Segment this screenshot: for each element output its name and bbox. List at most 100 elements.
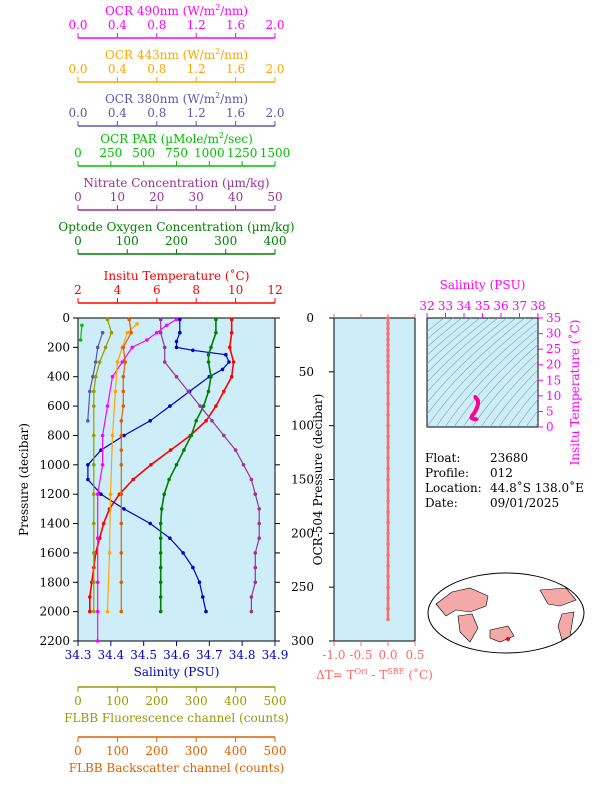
backscatter-tick-label: 100 — [106, 744, 129, 758]
backscatter-tick-label: 300 — [185, 744, 208, 758]
backscatter-point — [119, 521, 124, 526]
delta-t-point — [386, 391, 390, 396]
pressure-tick-label: 2000 — [39, 605, 70, 619]
fluorescence-point — [97, 360, 102, 364]
backscatter-tick-label: 400 — [224, 744, 247, 758]
oxygen-point — [201, 404, 206, 408]
backscatter-point — [121, 404, 126, 408]
fluorescence-tick-label: 400 — [224, 694, 247, 708]
ocr443-point — [113, 389, 118, 394]
delta-t-label-post: (˚C) — [405, 667, 433, 682]
fluorescence-tick-label: 500 — [264, 694, 287, 708]
ocr490-tick-label: 0.0 — [68, 18, 87, 32]
delta-t-tick-label: 0.0 — [378, 648, 397, 662]
ocr380-point — [100, 330, 105, 335]
temperature-point — [229, 330, 234, 335]
profile-series-layer — [78, 317, 262, 643]
delta-t-axes-layer: 0 50 100 150 200 250 300 -1.0 -0.5 0.0 0.5 — [291, 311, 424, 662]
ocr-pressure-tick-label: 150 — [291, 473, 314, 487]
salinity-point — [178, 330, 182, 335]
backscatter-point — [121, 374, 126, 379]
par-point — [80, 323, 84, 328]
backscatter-point — [119, 551, 124, 555]
nitrate-point — [257, 536, 262, 540]
fluorescence-tick-label: 0 — [74, 694, 82, 708]
density-contour — [453, 336, 538, 427]
location-label: Location: — [425, 481, 482, 495]
ocr490-axis-label-sup: 2 — [215, 3, 220, 12]
temperature-tick-label: 10 — [228, 283, 243, 297]
oxygen-point — [158, 521, 163, 526]
ts-point — [476, 402, 480, 406]
fluorescence-point — [92, 609, 96, 614]
ocr380-tick-label: 0.8 — [147, 106, 166, 120]
backscatter-point — [119, 448, 124, 452]
delta-t-point — [386, 617, 390, 622]
salinity-point — [227, 360, 231, 364]
map-land-eurasia — [435, 587, 489, 617]
density-contour — [516, 398, 538, 427]
backscatter-point — [119, 492, 124, 497]
oxygen-point — [158, 551, 163, 555]
delta-t-axis-label: ΔT= TOri - TSBE (˚C) — [316, 667, 433, 682]
fluorescence-point — [92, 521, 96, 526]
fluorescence-point — [105, 317, 110, 322]
density-contour — [534, 422, 538, 427]
salinity-point — [224, 352, 228, 357]
fluorescence-point — [103, 345, 108, 350]
density-contour — [427, 318, 490, 374]
profile-axes-layer: 0200400600800100012001400160018002000220… — [39, 3, 294, 775]
temperature-tick-label: 2 — [74, 283, 82, 297]
delta-t-point — [386, 456, 390, 460]
temperature-point — [131, 477, 135, 482]
fluorescence-point — [92, 433, 96, 438]
delta-t-point — [386, 353, 390, 358]
map-land-north-america — [539, 587, 577, 607]
ocr380-point — [86, 419, 90, 423]
ts-temperature-tick-label: 35 — [546, 311, 561, 325]
delta-t-point — [386, 531, 390, 536]
pressure-tick-label: 1800 — [39, 575, 70, 589]
salinity-point — [181, 551, 185, 555]
par-tick-label: 1500 — [260, 146, 291, 160]
nitrate-point — [253, 565, 258, 570]
ocr490-point — [130, 345, 134, 350]
ocr490-point — [95, 609, 100, 614]
density-contour — [427, 318, 472, 356]
ts-temperature-tick-label: 20 — [546, 358, 561, 372]
profile-value: 012 — [490, 466, 513, 480]
ocr380-axis-label-post: /nm) — [220, 92, 248, 106]
temperature-point — [168, 448, 173, 452]
delta-t-point — [386, 553, 390, 557]
temperature-point — [101, 521, 106, 526]
oxygen-point — [206, 352, 211, 357]
ocr490-point — [95, 492, 100, 497]
backscatter-line — [120, 319, 132, 612]
density-contour — [427, 318, 445, 333]
density-contour — [427, 318, 499, 383]
fluorescence-axis-label: FLBB Fluorescence channel (counts) — [64, 711, 289, 725]
oxygen-tick-label: 200 — [165, 234, 188, 248]
ocr490-tick-label: 1.6 — [226, 18, 245, 32]
delta-t-tick-label: -1.0 — [322, 648, 345, 662]
ocr380-axis-label-text: OCR 380nm (W/m — [105, 92, 216, 106]
map-land-south-america — [557, 611, 575, 641]
delta-t-label-sup1: Ori — [355, 667, 368, 676]
ocr443-point — [125, 330, 130, 335]
ocr443-point — [107, 551, 112, 555]
backscatter-point — [121, 389, 126, 394]
backscatter-tick-label: 500 — [264, 744, 287, 758]
delta-t-point — [386, 520, 390, 525]
temperature-point — [229, 317, 234, 322]
density-contour — [427, 318, 526, 415]
oxygen-point — [182, 448, 186, 452]
ocr443-axis-label-text: OCR 443nm (W/m — [105, 48, 216, 62]
density-contour — [471, 352, 538, 427]
salinity-point — [174, 339, 179, 344]
oxygen-point — [158, 595, 163, 599]
temperature-tick-label: 6 — [153, 283, 161, 297]
delta-t-label-sup2: SBE — [387, 667, 404, 676]
density-contour — [427, 318, 481, 365]
